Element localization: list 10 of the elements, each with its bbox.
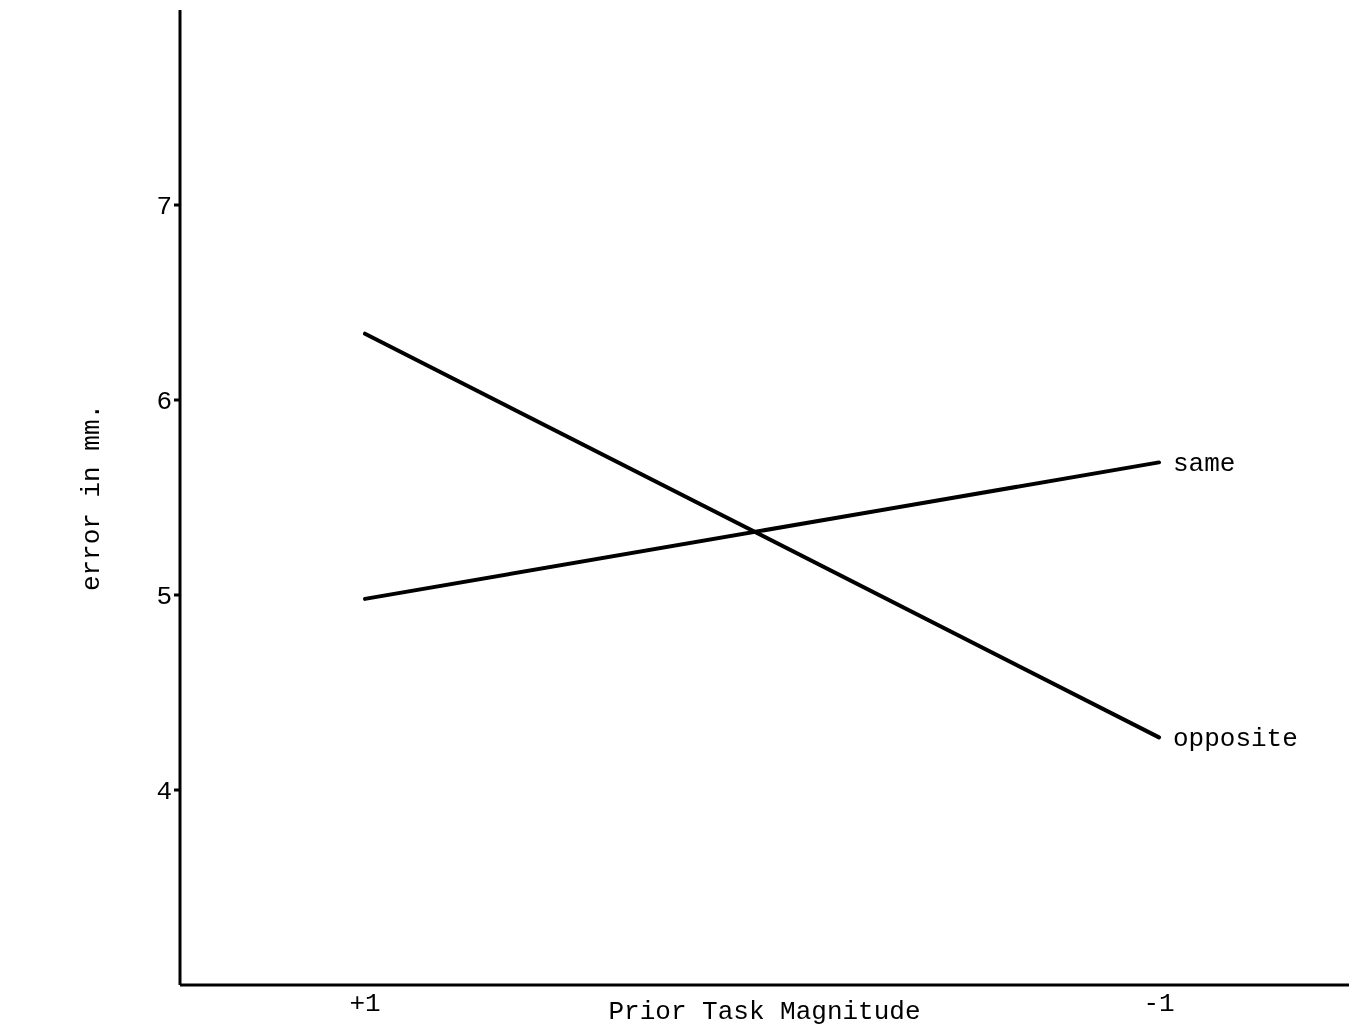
series-label: opposite (1173, 724, 1298, 755)
x-axis-title: Prior Task Magnitude (608, 997, 921, 1027)
y-tick-label: 6 (156, 387, 172, 418)
x-tick-label: -1 (1143, 989, 1175, 1020)
series-label: same (1173, 449, 1236, 480)
y-tick-label: 5 (156, 582, 172, 613)
x-tick-label: +1 (349, 989, 381, 1020)
y-axis-title: error in mm. (77, 403, 108, 592)
y-tick-label: 7 (156, 192, 172, 223)
y-tick-label: 4 (156, 777, 172, 808)
